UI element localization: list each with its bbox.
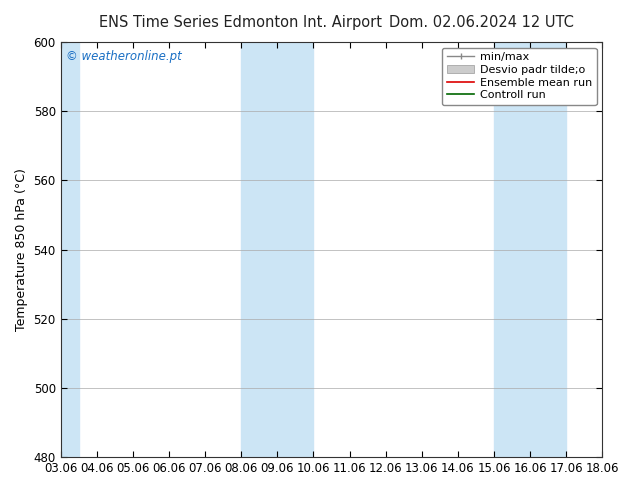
Bar [241,42,313,457]
Text: ENS Time Series Edmonton Int. Airport: ENS Time Series Edmonton Int. Airport [100,15,382,30]
Text: Dom. 02.06.2024 12 UTC: Dom. 02.06.2024 12 UTC [389,15,574,30]
Bar [61,42,79,457]
Bar [494,42,566,457]
Y-axis label: Temperature 850 hPa (°C): Temperature 850 hPa (°C) [15,168,28,331]
Legend: min/max, Desvio padr tilde;o, Ensemble mean run, Controll run: min/max, Desvio padr tilde;o, Ensemble m… [443,48,597,105]
Text: © weatheronline.pt: © weatheronline.pt [66,50,182,63]
